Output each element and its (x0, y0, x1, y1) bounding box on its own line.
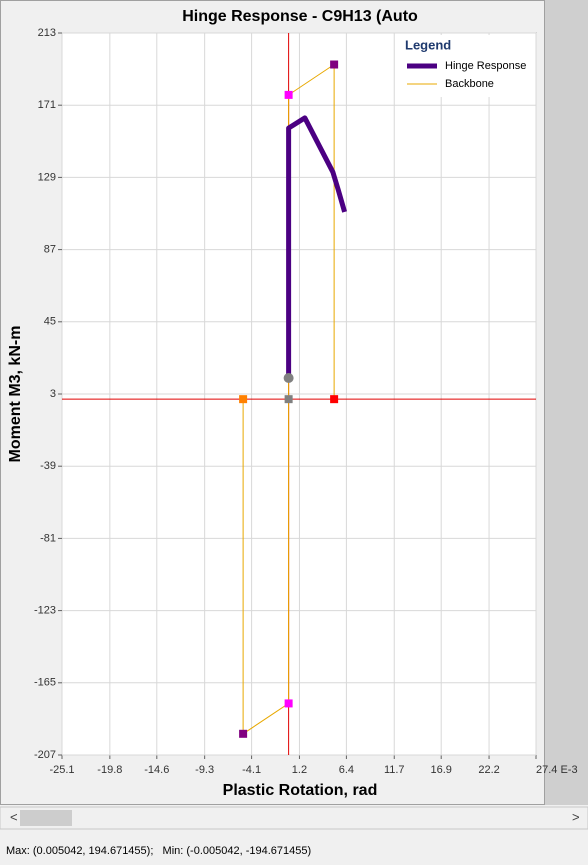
x-tick-label: -25.1 (49, 764, 74, 776)
y-tick-label: 45 (44, 316, 56, 328)
y-tick-label: 129 (38, 171, 56, 183)
start-marker (283, 373, 294, 384)
y-tick-label: 3 (50, 388, 56, 400)
x-tick-label: 27.4 E-3 (536, 764, 578, 776)
y-tick-label: 171 (38, 99, 56, 111)
series-line (286, 115, 347, 379)
y-tick-label: -207 (34, 749, 56, 761)
y-tick-label: -123 (34, 605, 56, 617)
y-axis-label: Moment M3, kN-m (7, 326, 24, 463)
x-tick-label: -14.6 (144, 764, 169, 776)
x-tick-label: 11.7 (384, 764, 405, 776)
vertex-marker (330, 395, 339, 404)
vertex-marker (284, 90, 293, 99)
legend: Backbone Hinge Response (407, 60, 526, 90)
y-tick-label: 213 (38, 27, 56, 39)
x-axis-label: Plastic Rotation, rad (223, 782, 378, 799)
status-text: Max: (0.005042, 194.671455); Min: (-0.00… (6, 845, 311, 857)
scroll-thumb[interactable] (20, 810, 72, 826)
vertex-marker (330, 60, 339, 69)
scrollbar[interactable] (0, 806, 588, 830)
legend-label: Hinge Response (445, 60, 526, 72)
scroll-right[interactable]: > (572, 809, 580, 824)
x-tick-label: -19.8 (97, 764, 122, 776)
y-tick-label: -165 (34, 677, 56, 689)
legend-title: Legend (405, 37, 451, 52)
chart-title: Hinge Response - C9H13 (Auto (182, 8, 418, 25)
x-tick-label: -4.1 (242, 764, 261, 776)
y-tick-label: 87 (44, 244, 56, 256)
x-tick-label: 6.4 (339, 764, 354, 776)
side-panel (545, 0, 588, 805)
vertex-marker (239, 729, 248, 738)
vertex-marker (284, 395, 293, 404)
x-tick-label: -9.3 (195, 764, 214, 776)
vertex-marker (239, 395, 248, 404)
legend-label: Backbone (445, 78, 494, 90)
status-bar (0, 838, 588, 865)
y-tick-label: -39 (40, 460, 56, 472)
x-tick-label: 16.9 (430, 764, 451, 776)
y-tick-label: -81 (40, 532, 56, 544)
scroll-left[interactable]: < (10, 809, 18, 824)
x-tick-label: 22.2 (478, 764, 499, 776)
plot: -25.1 -19.8 -14.6 -9.3 -4.1 1.2 6.4 11.7 16.9 22.… (34, 27, 578, 776)
vertex-marker (284, 699, 293, 708)
x-tick-label: 1.2 (292, 764, 307, 776)
